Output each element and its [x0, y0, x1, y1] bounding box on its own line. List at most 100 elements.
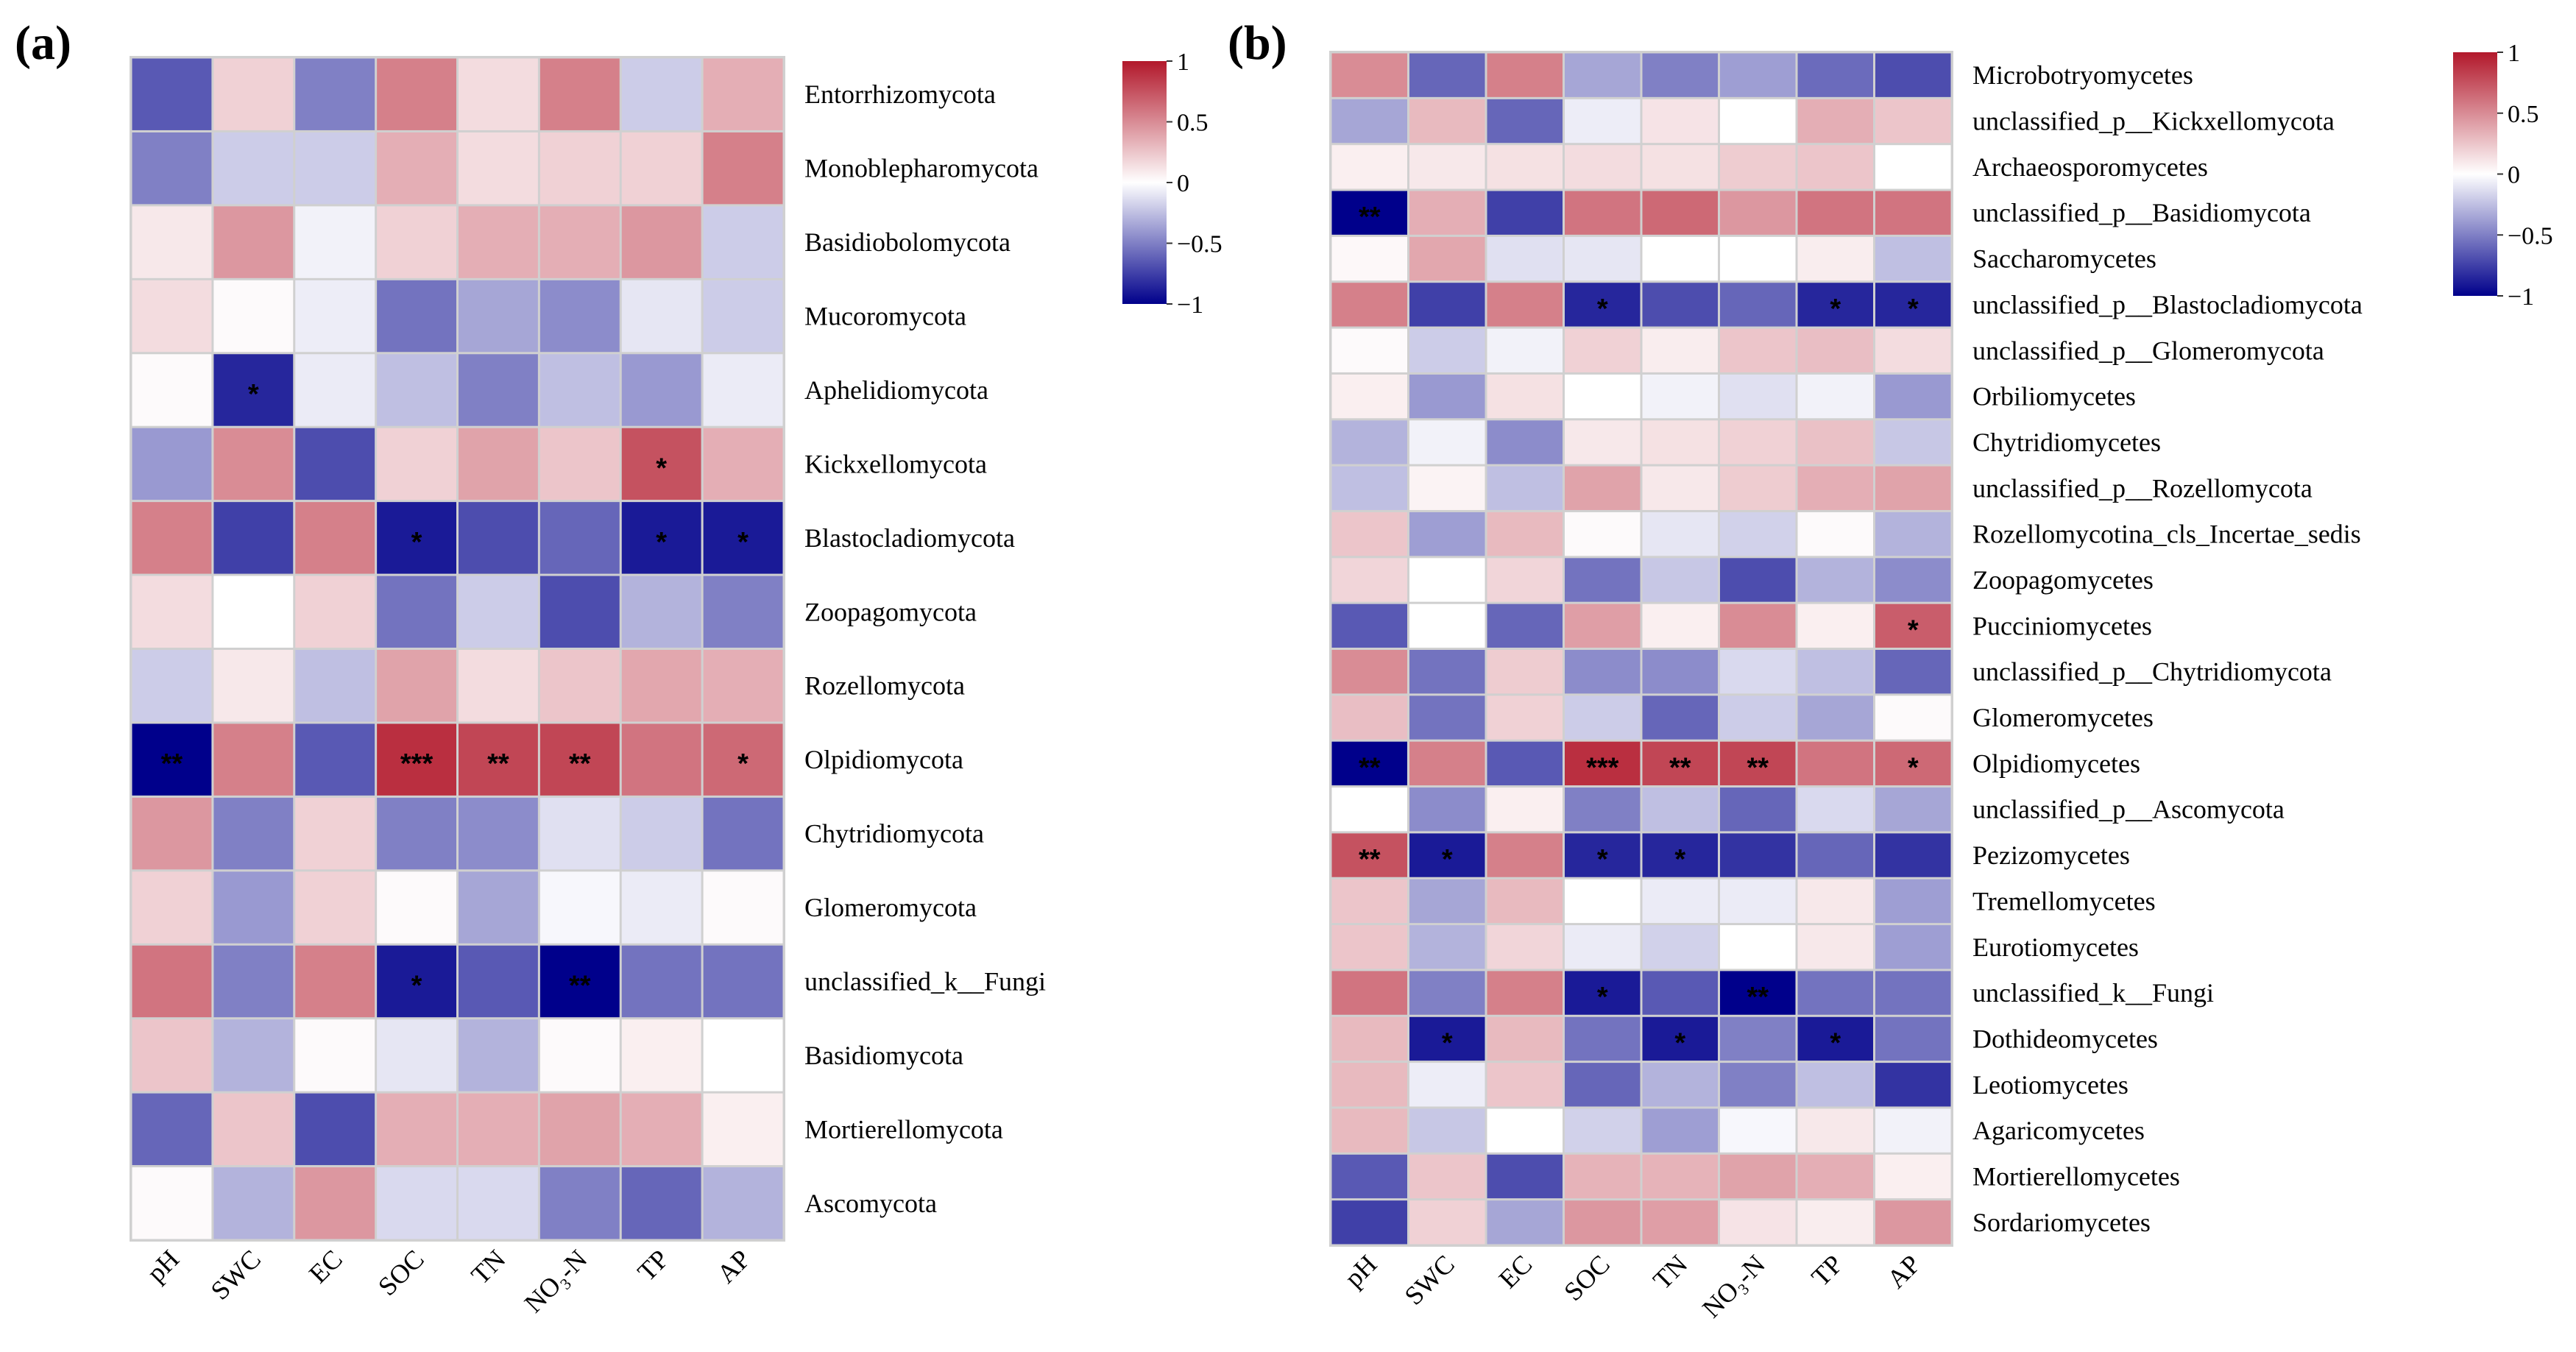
heatmap-cell: [377, 58, 456, 130]
heatmap-cell: [539, 650, 620, 722]
heatmap-cell: [1409, 788, 1485, 832]
significance-marker: ***: [400, 748, 434, 779]
heatmap-cell: [1875, 1200, 1951, 1245]
heatmap-cell: [1565, 99, 1641, 144]
heatmap-cell: [1642, 925, 1718, 969]
heatmap-cell: [1409, 512, 1485, 556]
heatmap-cell: [1565, 788, 1641, 832]
heatmap-cell: [1797, 1154, 1873, 1199]
heatmap-cell: [621, 58, 701, 130]
heatmap-cell: [1331, 420, 1407, 464]
heatmap-cell: [1875, 466, 1951, 510]
heatmap-cell: [295, 576, 375, 648]
heatmap-cell: [1797, 788, 1873, 832]
heatmap-cell: [213, 132, 294, 205]
heatmap-cell: [539, 428, 620, 500]
column-label: TP: [1805, 1249, 1848, 1292]
heatmap-cell: [1565, 650, 1641, 694]
heatmap-cell: [1642, 696, 1718, 740]
column-label: SOC: [372, 1244, 430, 1301]
heatmap-cell: [1875, 374, 1951, 419]
heatmap-cell: [1487, 99, 1563, 144]
heatmap-cell: [1720, 145, 1796, 189]
heatmap-cell: [1797, 236, 1873, 281]
heatmap-cell: [213, 428, 294, 500]
heatmap-cell: [377, 1093, 456, 1166]
row-label: Ascomycota: [804, 1189, 937, 1218]
row-label: Olpidiomycota: [804, 745, 963, 774]
heatmap-cell: [132, 132, 212, 205]
heatmap-cell: [1487, 53, 1563, 97]
heatmap-cell: [703, 1093, 783, 1166]
heatmap-cell: [1875, 145, 1951, 189]
heatmap-cell: [1331, 145, 1407, 189]
heatmap-cell: [1797, 1063, 1873, 1107]
heatmap-cell: [459, 132, 538, 205]
heatmap-cell: [1797, 374, 1873, 419]
heatmap-cell: [213, 797, 294, 870]
heatmap-cell: [459, 723, 538, 796]
heatmap-cell: [1409, 1108, 1485, 1153]
significance-marker: *: [1908, 752, 1919, 783]
heatmap-cell: [1797, 328, 1873, 372]
heatmap-cell: [703, 1019, 783, 1091]
column-label: SWC: [205, 1244, 266, 1305]
heatmap-cell: [1565, 558, 1641, 602]
heatmap-cell: [1409, 1200, 1485, 1245]
heatmap-cell: [621, 428, 701, 500]
heatmap-cell: [621, 650, 701, 722]
heatmap-cell: [539, 502, 620, 574]
heatmap-cell: [539, 576, 620, 648]
heatmap-cell: [377, 576, 456, 648]
heatmap-cell: [1565, 696, 1641, 740]
heatmap-cell: [132, 576, 212, 648]
heatmap-cell: [459, 1093, 538, 1166]
heatmap-cell: [1409, 833, 1485, 877]
significance-marker: *: [1908, 615, 1919, 645]
row-label: Microbotryomycetes: [1972, 60, 2193, 90]
heatmap-cell: [1797, 604, 1873, 648]
heatmap-cell: [377, 871, 456, 944]
legend-tick-label: 1: [2508, 40, 2520, 67]
legend-tick-label: −1: [2508, 283, 2534, 311]
heatmap-cell: [703, 502, 783, 574]
color-legend-bar: [2453, 52, 2497, 296]
significance-marker: *: [656, 453, 667, 484]
heatmap-cell: [539, 797, 620, 870]
heatmap-cell: [1797, 1200, 1873, 1245]
heatmap-cell: [1875, 99, 1951, 144]
row-label: Olpidiomycetes: [1972, 748, 2140, 778]
heatmap-cell: [1331, 53, 1407, 97]
significance-marker: *: [1830, 1027, 1841, 1058]
heatmap-cell: [539, 58, 620, 130]
heatmap-cell: [1409, 696, 1485, 740]
legend-tick-label: 1: [1177, 49, 1189, 76]
heatmap-cell: [1797, 466, 1873, 510]
heatmap-cell: [377, 206, 456, 278]
heatmap-cell: [213, 1167, 294, 1239]
heatmap-cell: [295, 945, 375, 1018]
row-label: Pezizomycetes: [1972, 840, 2130, 870]
heatmap-cell: [1642, 879, 1718, 924]
heatmap-cell: [1409, 466, 1485, 510]
heatmap-cell: [1797, 53, 1873, 97]
heatmap-cell: [1797, 558, 1873, 602]
row-label: Dothideomycetes: [1972, 1024, 2158, 1053]
heatmap-cell: [1875, 604, 1951, 648]
heatmap-cell: [459, 650, 538, 722]
heatmap-cell: [1409, 53, 1485, 97]
heatmap-cell: [213, 206, 294, 278]
column-label: NO₃-N: [1696, 1249, 1771, 1323]
heatmap-cell: [213, 1093, 294, 1166]
row-label: Tremellomycetes: [1972, 886, 2156, 916]
heatmap-cell: [621, 871, 701, 944]
heatmap-cell: [539, 1167, 620, 1239]
heatmap-cell: [1875, 1063, 1951, 1107]
column-label: pH: [141, 1244, 185, 1287]
row-label: Entorrhizomycota: [804, 79, 996, 109]
heatmap-cell: [1565, 1108, 1641, 1153]
heatmap-cell: [703, 945, 783, 1018]
heatmap-cell: [1720, 788, 1796, 832]
heatmap-cell: [1797, 283, 1873, 327]
significance-marker: *: [1597, 294, 1608, 325]
